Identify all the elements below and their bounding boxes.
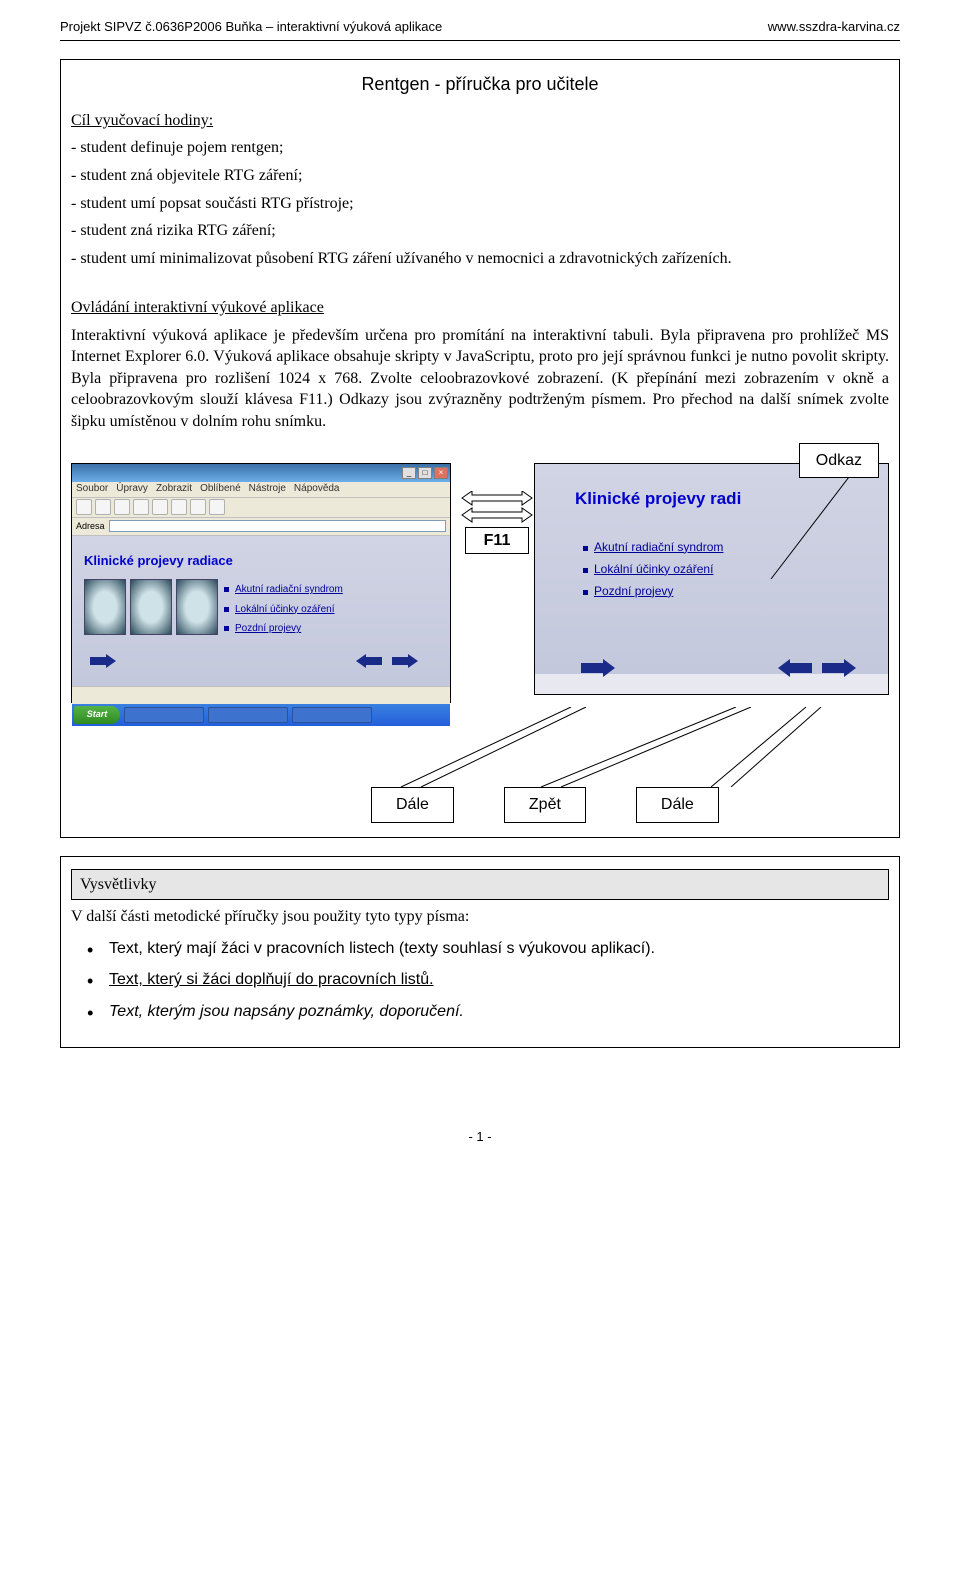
header-divider [60, 40, 900, 41]
menu-item: Soubor [76, 482, 108, 496]
legend-item-underline: Text, který si žáci doplňují do pracovní… [109, 969, 889, 991]
minimize-icon: _ [402, 467, 416, 479]
slide-link: Pozdní projevy [235, 623, 301, 634]
windows-taskbar: Start [72, 704, 450, 726]
arrow-left-icon [356, 654, 382, 668]
bullet-icon [583, 568, 588, 573]
bullet-icon [224, 607, 229, 612]
toolbar-icon [114, 499, 130, 515]
menu-item: Zobrazit [156, 482, 192, 496]
objective-item: - student umí minimalizovat působení RTG… [71, 248, 889, 270]
screenshot-diagram: _ □ × Soubor Úpravy Zobrazit Oblíbené Ná… [71, 443, 889, 823]
nav-labels-row: Dále Zpět Dále [371, 787, 889, 823]
document-title: Rentgen - příručka pro učitele [71, 72, 889, 96]
bullet-icon [583, 546, 588, 551]
toolbar-icon [190, 499, 206, 515]
slide-link: Lokální účinky ozáření [594, 562, 713, 576]
objective-item: - student definuje pojem rentgen; [71, 137, 889, 159]
xray-thumbnail [130, 579, 172, 635]
objective-item: - student zná rizika RTG záření; [71, 220, 889, 242]
section2-heading: Ovládání interaktivní výukové aplikace [71, 297, 889, 319]
slide-link: Pozdní projevy [594, 584, 673, 598]
toolbar-icon [209, 499, 225, 515]
objective-item: - student umí popsat součásti RTG přístr… [71, 193, 889, 215]
objective-item: - student zná objevitele RTG záření; [71, 165, 889, 187]
legend-intro: V další části metodické příručky jsou po… [71, 906, 889, 928]
menu-item: Nápověda [294, 482, 340, 496]
legend-box: Vysvětlivky V další části metodické přír… [60, 856, 900, 1048]
legend-heading: Vysvětlivky [71, 869, 889, 901]
label-zpet: Zpět [504, 787, 586, 823]
screenshot-windowed: _ □ × Soubor Úpravy Zobrazit Oblíbené Ná… [71, 463, 451, 703]
menu-item: Nástroje [249, 482, 286, 496]
objectives-heading: Cíl vyučovací hodiny: [71, 110, 889, 132]
callout-line-icon [761, 477, 861, 587]
toolbar-icon [95, 499, 111, 515]
slide-links: Akutní radiační syndrom Lokální účinky o… [224, 583, 438, 636]
slide-link: Lokální účinky ozáření [235, 604, 335, 615]
header-right: www.sszdra-karvina.cz [768, 18, 900, 36]
toolbar-icon [152, 499, 168, 515]
ie-address-bar: Adresa [72, 518, 450, 536]
arrow-left-icon [778, 659, 812, 677]
slide-link: Akutní radiační syndrom [594, 540, 723, 554]
f11-toggle-indicator: F11 [457, 491, 537, 555]
toolbar-icon [171, 499, 187, 515]
ie-statusbar [72, 686, 450, 704]
slide-title: Klinické projevy radiace [84, 552, 438, 570]
menu-item: Úpravy [116, 482, 148, 496]
f11-label: F11 [465, 527, 530, 555]
main-content-box: Rentgen - příručka pro učitele Cíl vyučo… [60, 59, 900, 838]
nav-arrow-row [84, 654, 438, 668]
toolbar-icon [76, 499, 92, 515]
slide-content-left: Klinické projevy radiace Akutní radiační… [72, 536, 450, 686]
page-number: - 1 - [60, 1128, 900, 1146]
label-dale: Dále [636, 787, 719, 823]
legend-list: Text, který mají žáci v pracovních liste… [71, 938, 889, 1023]
toolbar-icon [133, 499, 149, 515]
xray-thumbnail [176, 579, 218, 635]
arrow-right-icon [392, 654, 418, 668]
odkaz-callout: Odkaz [799, 443, 879, 479]
bullet-icon [224, 587, 229, 592]
taskbar-item [208, 707, 288, 723]
legend-item-normal: Text, který mají žáci v pracovních liste… [109, 938, 889, 960]
start-button: Start [74, 706, 120, 724]
legend-item-italic: Text, kterým jsou napsány poznámky, dopo… [109, 1001, 889, 1023]
ie-menubar: Soubor Úpravy Zobrazit Oblíbené Nástroje… [72, 482, 450, 498]
objectives-list: - student definuje pojem rentgen; - stud… [71, 137, 889, 269]
menu-item: Oblíbené [200, 482, 241, 496]
label-dale: Dále [371, 787, 454, 823]
address-label: Adresa [76, 520, 105, 532]
double-arrow-icon [457, 491, 537, 523]
taskbar-item [292, 707, 372, 723]
bullet-icon [583, 590, 588, 595]
arrow-right-icon [90, 654, 116, 668]
ie-toolbar [72, 498, 450, 518]
nav-arrow-row [575, 659, 876, 677]
maximize-icon: □ [418, 467, 432, 479]
address-input [109, 520, 446, 532]
header-left: Projekt SIPVZ č.0636P2006 Buňka – intera… [60, 18, 442, 36]
slide-link: Akutní radiační syndrom [235, 584, 343, 595]
arrow-right-icon [822, 659, 856, 677]
bullet-icon [224, 626, 229, 631]
section2-body: Interaktivní výuková aplikace je předevš… [71, 325, 889, 433]
arrow-right-icon [581, 659, 615, 677]
xray-thumbnail [84, 579, 126, 635]
taskbar-item [124, 707, 204, 723]
close-icon: × [434, 467, 448, 479]
page-header: Projekt SIPVZ č.0636P2006 Buňka – intera… [60, 18, 900, 36]
ie-titlebar: _ □ × [72, 464, 450, 482]
